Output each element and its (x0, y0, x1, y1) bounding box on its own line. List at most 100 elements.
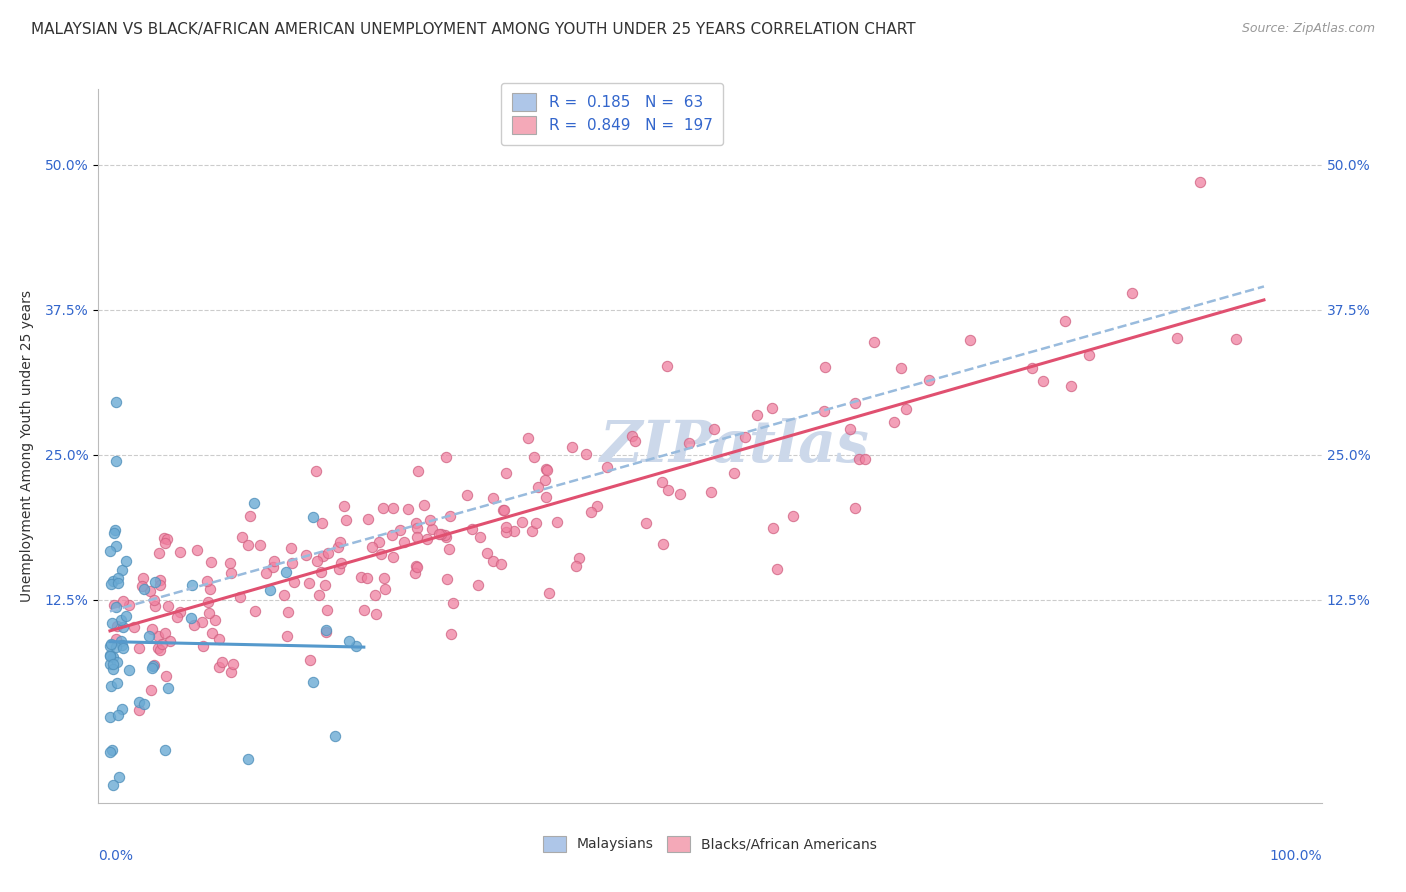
Point (813, 404, 835, 418)
Point (523, 450, 546, 465)
Point (527, 480, 550, 494)
Point (98, 709, 121, 723)
Point (318, 545, 340, 559)
Point (596, 459, 619, 474)
Point (382, 501, 405, 516)
Point (651, 475, 673, 489)
Point (198, 582, 221, 596)
Point (382, 549, 405, 564)
Point (364, 588, 387, 602)
Point (103, 525, 125, 540)
Point (152, 531, 174, 545)
Point (132, 582, 155, 596)
Point (441, 595, 464, 609)
Point (657, 359, 679, 373)
Point (180, 578, 202, 592)
Point (396, 501, 419, 516)
Point (495, 524, 517, 539)
Point (195, 574, 218, 589)
Point (405, 516, 427, 530)
Point (700, 484, 723, 499)
Point (468, 530, 491, 544)
Point (461, 522, 484, 536)
Point (101, 616, 124, 631)
Point (323, 729, 346, 743)
Point (186, 543, 208, 558)
Point (370, 547, 392, 561)
Text: Source: ZipAtlas.com: Source: ZipAtlas.com (1241, 22, 1375, 36)
Point (146, 629, 169, 643)
Point (405, 559, 427, 574)
Point (416, 532, 439, 546)
Point (1032, 374, 1054, 388)
Point (581, 505, 603, 519)
Point (316, 603, 339, 617)
Point (156, 681, 179, 696)
Point (371, 501, 394, 516)
Point (520, 524, 543, 538)
Point (546, 515, 568, 529)
Point (703, 422, 725, 436)
Point (761, 401, 783, 415)
Point (439, 627, 461, 641)
Point (108, 770, 131, 784)
Point (111, 563, 134, 577)
Point (883, 415, 905, 429)
Point (149, 573, 172, 587)
Point (491, 557, 513, 571)
Point (1166, 331, 1188, 345)
Point (143, 593, 166, 607)
Point (238, 752, 260, 766)
Point (536, 490, 558, 504)
Point (105, 539, 128, 553)
Point (156, 533, 179, 547)
Point (98, 639, 121, 653)
Point (197, 606, 219, 620)
Point (353, 603, 375, 617)
Point (308, 588, 330, 602)
Point (429, 527, 451, 541)
Point (153, 536, 176, 550)
Point (276, 629, 298, 643)
Point (434, 530, 457, 544)
Point (657, 483, 679, 497)
Point (561, 440, 583, 454)
Point (159, 634, 181, 648)
Point (98, 648, 121, 662)
Point (155, 626, 177, 640)
Point (104, 640, 127, 655)
Point (302, 510, 325, 524)
Point (305, 464, 328, 478)
Point (495, 466, 517, 480)
Point (149, 643, 172, 657)
Point (374, 582, 396, 596)
Point (1060, 379, 1083, 393)
Text: MALAYSIAN VS BLACK/AFRICAN AMERICAN UNEMPLOYMENT AMONG YOUTH UNDER 25 YEARS CORR: MALAYSIAN VS BLACK/AFRICAN AMERICAN UNEM… (31, 22, 915, 37)
Point (634, 516, 657, 530)
Point (326, 540, 349, 554)
Point (128, 695, 150, 709)
Point (481, 554, 503, 568)
Point (734, 430, 756, 444)
Point (406, 465, 429, 479)
Point (745, 409, 768, 423)
Point (128, 641, 150, 656)
Point (1189, 175, 1212, 189)
Point (1121, 286, 1143, 301)
Point (238, 538, 260, 552)
Point (405, 521, 427, 535)
Point (211, 656, 233, 670)
Point (101, 657, 124, 671)
Point (360, 540, 382, 554)
Point (405, 560, 427, 574)
Point (433, 527, 456, 541)
Point (169, 605, 191, 619)
Point (366, 607, 388, 622)
Point (314, 578, 336, 592)
Point (761, 521, 783, 535)
Point (280, 541, 302, 556)
Point (101, 743, 124, 757)
Point (110, 613, 132, 627)
Point (239, 508, 262, 523)
Point (262, 559, 284, 574)
